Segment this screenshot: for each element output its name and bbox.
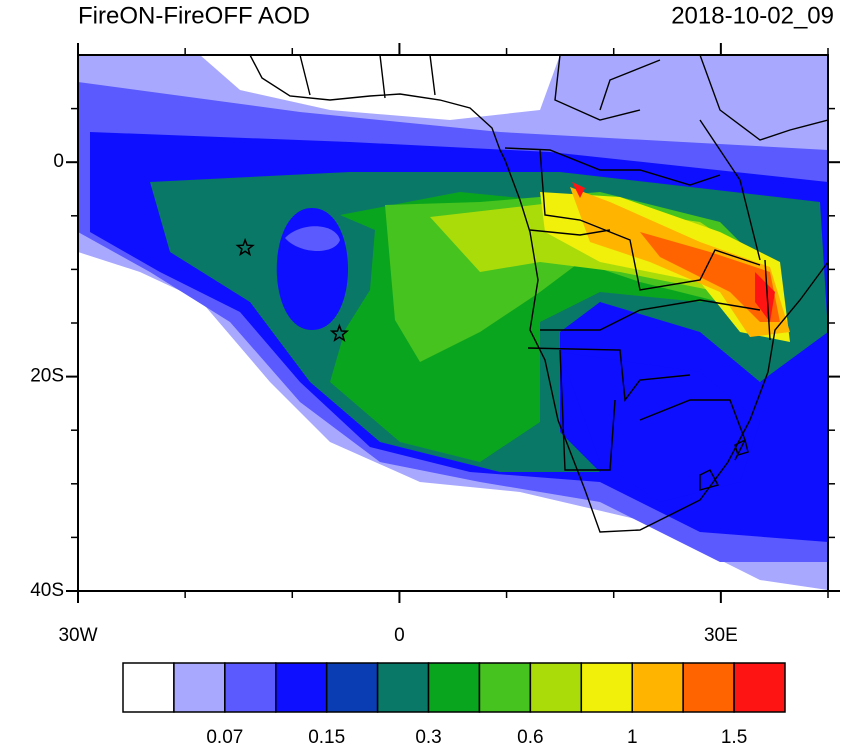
colorbar-box <box>122 662 175 713</box>
site-marker <box>329 323 350 342</box>
colorbar-label: 0.15 <box>308 727 345 747</box>
site-marker <box>235 237 255 257</box>
colorbar-label: 0.3 <box>415 727 441 747</box>
colorbar-box <box>376 662 430 713</box>
coastlines <box>249 55 828 533</box>
colorbar-label: 1.5 <box>721 727 747 747</box>
y-tick-label: 40S <box>30 580 64 601</box>
x-tick-label: 30W <box>58 625 97 646</box>
x-tick-label: 30E <box>704 625 738 646</box>
colorbar-label: 0.6 <box>517 727 543 747</box>
colorbar-box <box>173 662 226 713</box>
contour-fill <box>285 226 340 252</box>
colorbar-box <box>580 662 633 713</box>
colorbar-box <box>325 662 379 713</box>
colorbar-box <box>427 662 481 713</box>
colorbar-box <box>224 662 277 713</box>
colorbar-label: 0.07 <box>206 727 243 747</box>
contour-fill <box>276 208 348 330</box>
y-tick-label: 20S <box>30 366 64 387</box>
colorbar: 0.07 0.15 0.3 0.6 1 1.5 <box>122 662 786 747</box>
aod-field <box>78 55 828 590</box>
colorbar-box <box>529 662 583 713</box>
colorbar-box <box>733 662 786 713</box>
x-tick-label: 0 <box>394 625 405 646</box>
axes: 30W 0 30E 0 20S 40S <box>30 43 840 646</box>
y-tick-label: 0 <box>53 151 64 172</box>
colorbar-box <box>631 662 684 713</box>
marker-layer <box>235 237 350 342</box>
contour-fill <box>640 232 780 322</box>
colorbar-box <box>682 662 735 713</box>
colorbar-box <box>478 662 532 713</box>
country-borders <box>299 55 828 491</box>
contour-fill <box>200 55 560 120</box>
colorbar-label: 1 <box>627 727 638 747</box>
chart-subtitle: 2018-10-02_09 <box>671 2 834 29</box>
chart-title: FireON-FireOFF AOD <box>78 2 310 29</box>
colorbar-box <box>275 662 328 713</box>
